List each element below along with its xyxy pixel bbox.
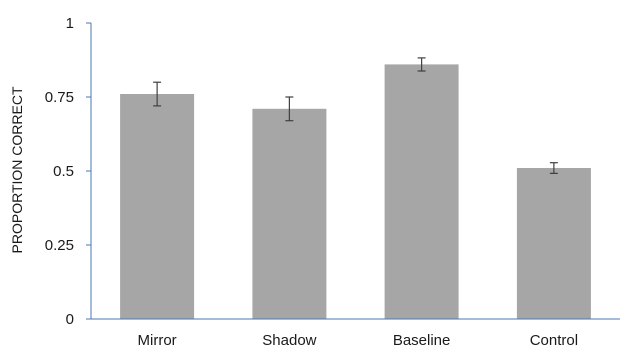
x-tick-label-control: Control [530, 332, 578, 349]
x-ticks-group: Mirror Shadow Baseline Control [138, 332, 579, 349]
y-ticks-group: 0 0.25 0.5 0.75 1 [45, 15, 91, 328]
bar-shadow [252, 108, 327, 319]
error-bar-control [549, 162, 558, 174]
error-bar-baseline [417, 57, 426, 72]
bar-mirror [120, 94, 195, 319]
bar-control [516, 168, 591, 319]
error-bar-shadow [285, 96, 294, 122]
error-bar-mirror [153, 81, 162, 107]
error-bars-group [153, 57, 558, 174]
y-tick-label: 0.5 [53, 163, 74, 180]
y-tick-label: 0.75 [45, 89, 74, 106]
y-tick-label: 0.25 [45, 237, 74, 254]
bars-group [120, 64, 591, 320]
y-tick-label: 0 [66, 311, 74, 328]
bar-baseline [384, 64, 459, 320]
y-axis-title: PROPORTION CORRECT [9, 86, 25, 253]
x-tick-label-mirror: Mirror [138, 332, 177, 349]
x-tick-label-baseline: Baseline [393, 332, 451, 349]
y-tick-label: 1 [66, 15, 74, 32]
x-tick-label-shadow: Shadow [262, 332, 316, 349]
